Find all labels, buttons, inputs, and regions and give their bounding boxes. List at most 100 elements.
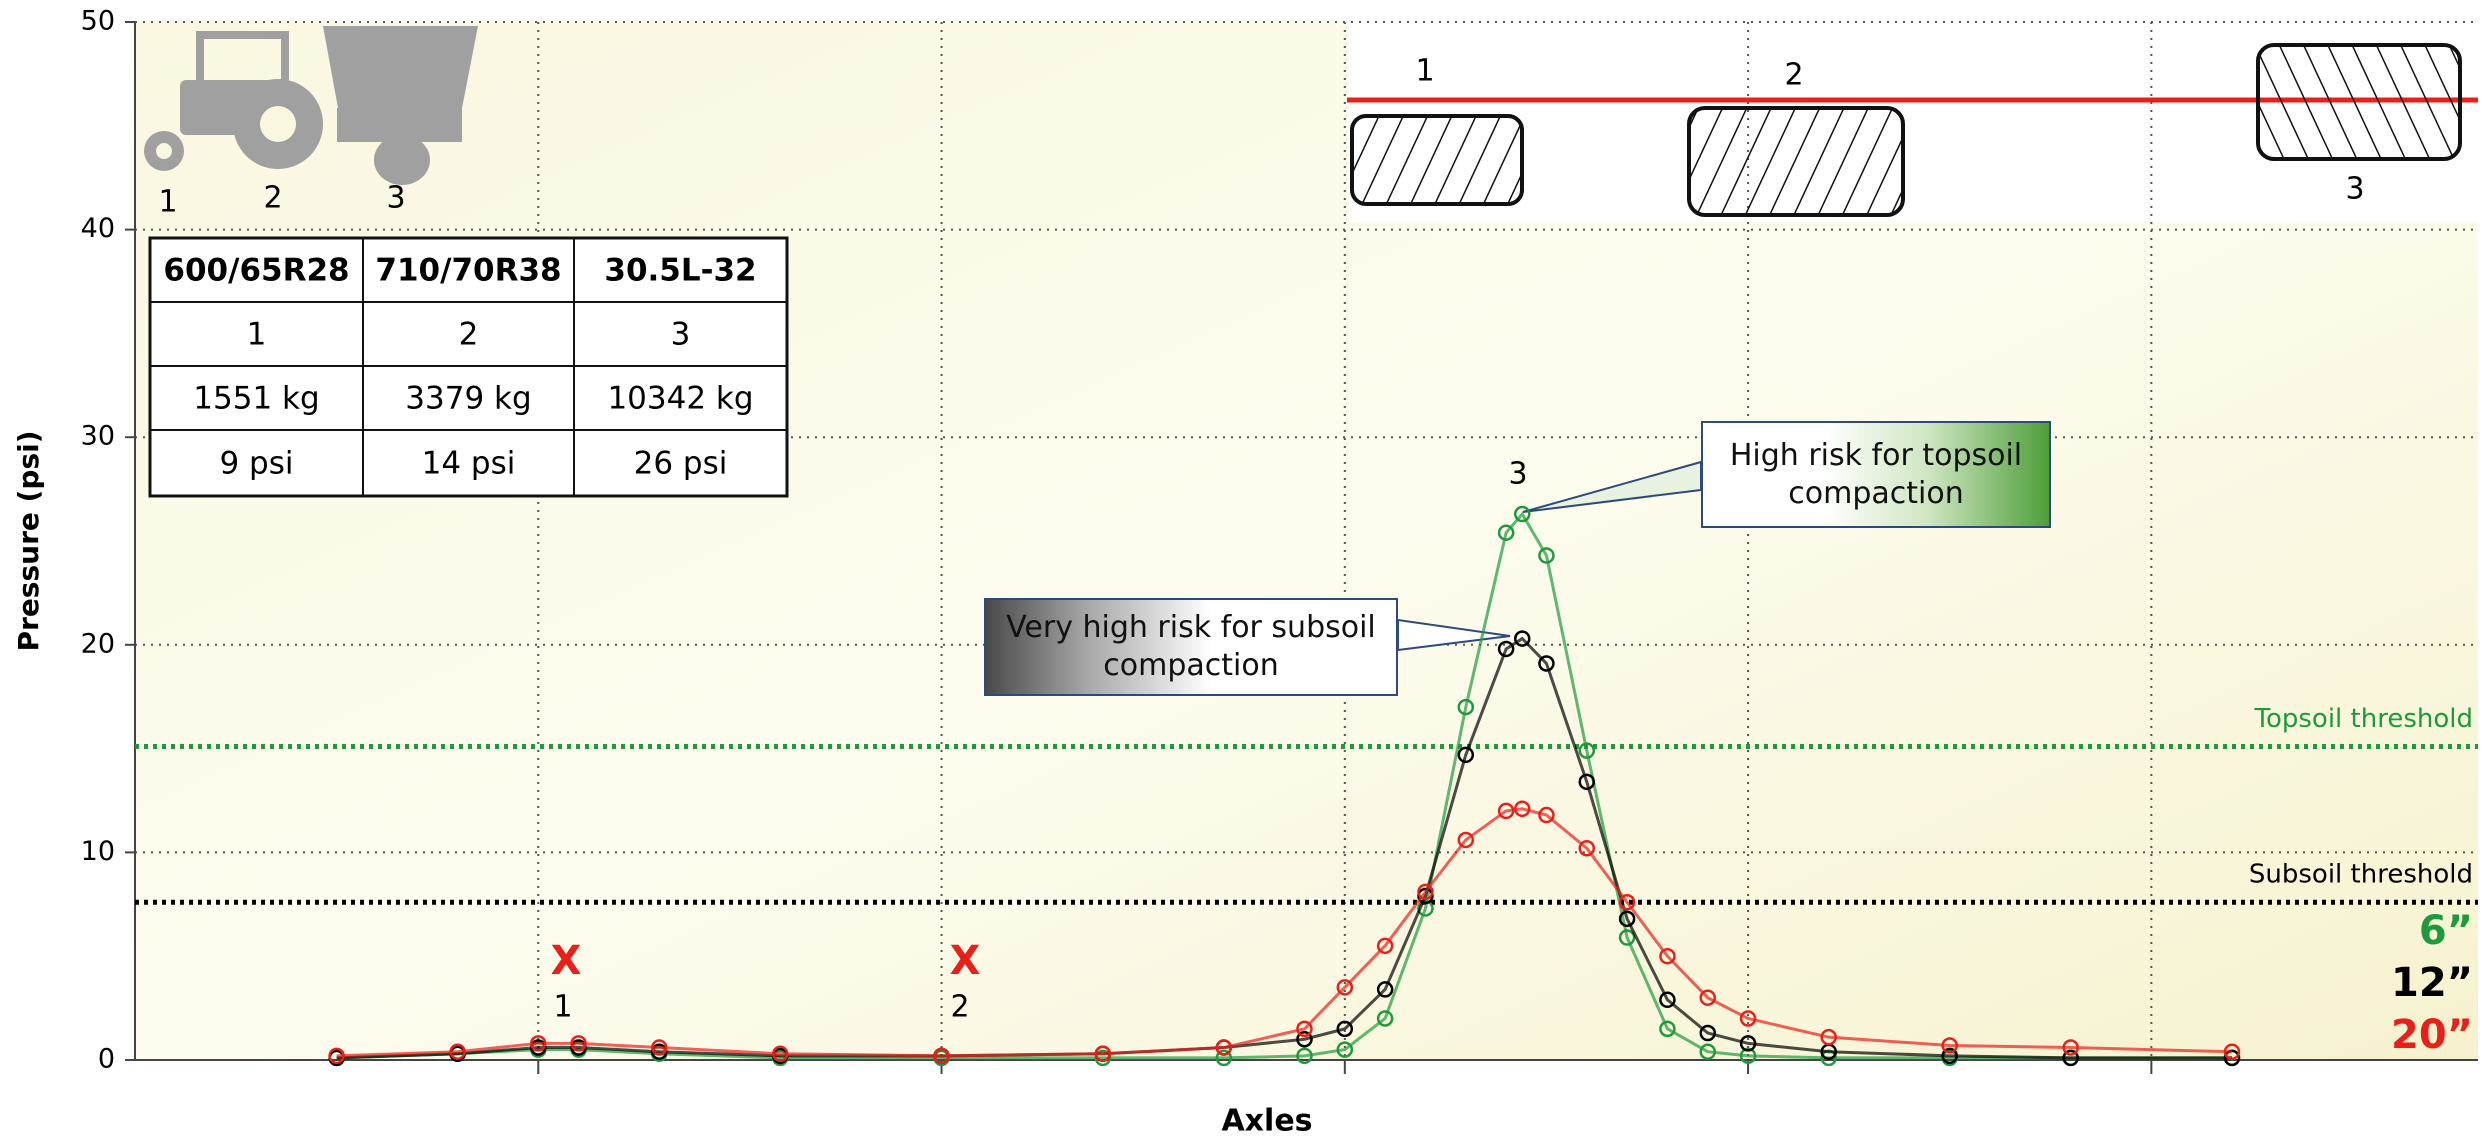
data-point bbox=[1538, 655, 1555, 672]
data-point bbox=[1417, 883, 1434, 901]
callout: High risk for topsoil compaction bbox=[1701, 421, 2051, 528]
tire bbox=[1350, 114, 1524, 206]
tire bbox=[1687, 106, 1905, 217]
table-cell: 26 psi bbox=[634, 446, 728, 482]
y-tick-label: 40 bbox=[81, 213, 115, 244]
data-point bbox=[1618, 893, 1636, 911]
data-point bbox=[1820, 1028, 1837, 1046]
data-point bbox=[1618, 910, 1636, 928]
data-point bbox=[1296, 1047, 1313, 1065]
axle-label: 1 bbox=[553, 990, 572, 1025]
data-point bbox=[1336, 979, 1354, 996]
data-point bbox=[1538, 806, 1555, 824]
callout-pointer bbox=[1397, 618, 1511, 652]
data-point bbox=[1497, 524, 1515, 541]
y-tick-label: 30 bbox=[81, 421, 115, 452]
data-point bbox=[1739, 1047, 1757, 1065]
data-point bbox=[1941, 1047, 1958, 1065]
data-point bbox=[1376, 937, 1394, 955]
data-point bbox=[1094, 1045, 1112, 1063]
data-point bbox=[1578, 742, 1596, 759]
data-point bbox=[1336, 1020, 1354, 1038]
data-point bbox=[1497, 640, 1515, 658]
data-point bbox=[1457, 831, 1475, 849]
data-point bbox=[1699, 1043, 1717, 1060]
table-cell: 10342 kg bbox=[607, 381, 753, 417]
table-cell: 1551 kg bbox=[193, 381, 319, 417]
y-axis-title: Pressure (psi) bbox=[12, 430, 45, 651]
data-point bbox=[2062, 1039, 2079, 1056]
data-point bbox=[1376, 1010, 1394, 1027]
data-point bbox=[1659, 947, 1676, 965]
table-cell: 1 bbox=[247, 317, 267, 353]
data-point bbox=[530, 1035, 547, 1052]
tire-table: 600/65R28 710/70R38 30.5L-32 1 2 3 1551 kg 3379… bbox=[148, 236, 789, 498]
data-point bbox=[1739, 1010, 1757, 1027]
data-point bbox=[1513, 630, 1531, 647]
callout: Very high risk for subsoil compaction bbox=[984, 598, 1398, 696]
series-group: 6” 12” 20” bbox=[328, 505, 2473, 1067]
data-point bbox=[1296, 1020, 1313, 1038]
data-point bbox=[2062, 1049, 2079, 1067]
axle-label: 2 bbox=[950, 990, 969, 1025]
table-header-cell: 600/65R28 bbox=[163, 253, 349, 289]
data-point bbox=[1215, 1049, 1233, 1067]
table-cell: 3 bbox=[671, 317, 691, 353]
data-point bbox=[1618, 929, 1636, 946]
data-point bbox=[1538, 547, 1555, 564]
data-point bbox=[1659, 991, 1676, 1009]
data-point bbox=[1513, 800, 1531, 818]
data-point bbox=[1739, 1035, 1757, 1052]
data-point bbox=[1336, 1041, 1354, 1058]
data-point bbox=[1376, 981, 1394, 998]
tire-label: 2 bbox=[1784, 58, 1803, 93]
tire-label: 1 bbox=[1415, 54, 1434, 89]
y-tick-label: 0 bbox=[98, 1044, 115, 1075]
y-tick-label: 20 bbox=[81, 628, 115, 659]
data-point bbox=[1578, 773, 1596, 791]
data-point bbox=[651, 1039, 668, 1056]
data-point bbox=[933, 1047, 950, 1065]
grid: 0 10 20 30 40 50 Topsoil threshold Subsoil thre… bbox=[81, 6, 2478, 1075]
x-axis-title: Axles bbox=[1221, 1104, 1312, 1138]
data-point bbox=[1296, 1030, 1313, 1048]
y-tick-label: 50 bbox=[81, 6, 115, 37]
threshold-label: Topsoil threshold bbox=[2254, 704, 2474, 734]
data-point bbox=[449, 1043, 466, 1060]
axle-marker: X bbox=[950, 938, 981, 984]
legend-entry: 20” bbox=[2391, 1012, 2473, 1058]
table-cell: 14 psi bbox=[422, 446, 516, 482]
tractor-icon bbox=[144, 26, 478, 185]
peak-label: 3 bbox=[1508, 457, 1527, 492]
data-point bbox=[2223, 1043, 2241, 1060]
table-header-cell: 710/70R38 bbox=[375, 253, 561, 289]
threshold-label: Subsoil threshold bbox=[2249, 860, 2473, 890]
data-point bbox=[1513, 505, 1531, 523]
data-point bbox=[1457, 746, 1475, 764]
data-point bbox=[1699, 989, 1717, 1006]
data-point bbox=[1215, 1039, 1233, 1056]
data-point bbox=[1699, 1024, 1717, 1042]
data-point bbox=[1941, 1037, 1958, 1054]
data-point bbox=[1497, 802, 1515, 820]
data-point bbox=[771, 1045, 789, 1063]
table-header-cell: 30.5L-32 bbox=[604, 253, 756, 289]
tractor-label: 3 bbox=[386, 181, 405, 216]
tractor-label: 2 bbox=[263, 181, 282, 216]
data-point bbox=[570, 1035, 587, 1052]
tractor-label: 1 bbox=[158, 185, 177, 220]
tire-label: 3 bbox=[2345, 172, 2364, 207]
y-tick-label: 10 bbox=[81, 836, 115, 867]
axle-marker: X bbox=[551, 938, 582, 984]
table-cell: 9 psi bbox=[219, 446, 293, 482]
table-cell: 2 bbox=[459, 317, 479, 353]
legend-entry: 6” bbox=[2419, 908, 2473, 954]
data-point bbox=[1578, 839, 1596, 857]
data-point bbox=[1457, 698, 1475, 716]
legend-entry: 12” bbox=[2391, 960, 2473, 1006]
table-cell: 3379 kg bbox=[405, 381, 531, 417]
tire bbox=[2256, 43, 2462, 161]
data-point bbox=[1659, 1020, 1676, 1038]
